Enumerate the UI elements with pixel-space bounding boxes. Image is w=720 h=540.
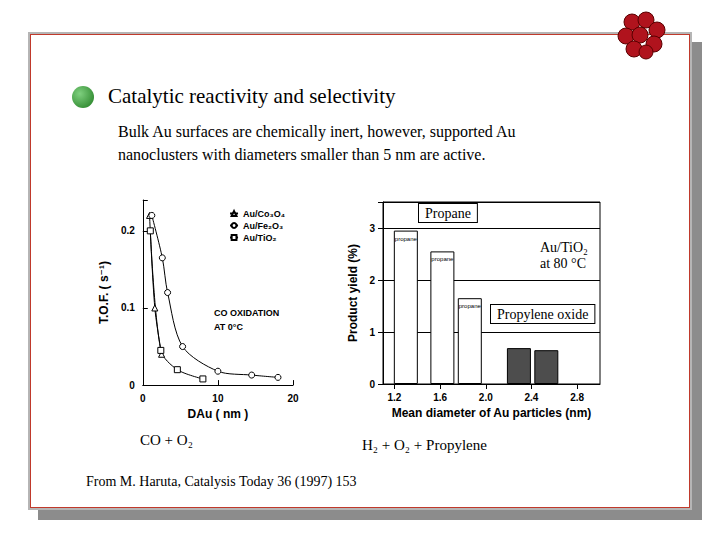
svg-text:Propane: Propane	[425, 206, 471, 221]
html-text:H₂ + O₂ + Propylene: H₂ + O₂ + Propylene	[362, 437, 487, 453]
svg-text:2.4: 2.4	[525, 392, 539, 403]
svg-text:Propylene oxide: Propylene oxide	[497, 307, 588, 322]
svg-text:AT 0°C: AT 0°C	[214, 322, 243, 332]
svg-text:at 80 °C: at 80 °C	[540, 256, 586, 271]
svg-text:2.0: 2.0	[479, 392, 493, 403]
svg-text:Au/Co₃O₄: Au/Co₃O₄	[243, 209, 285, 219]
svg-text:Au/TiO₂: Au/TiO₂	[243, 233, 276, 243]
svg-text:0: 0	[129, 380, 135, 391]
svg-text:propane: propane	[395, 236, 418, 242]
html-text:From M. Haruta, Catalysis Toda: From M. Haruta, Catalysis Today 36 (1997…	[86, 474, 357, 489]
svg-text:2: 2	[369, 275, 375, 286]
svg-text:1: 1	[369, 327, 375, 338]
svg-text:CO OXIDATION: CO OXIDATION	[214, 308, 279, 318]
svg-text:0.2: 0.2	[121, 225, 135, 236]
svg-text:2.8: 2.8	[570, 392, 584, 403]
svg-text:10: 10	[212, 393, 224, 404]
svg-text:propane: propane	[459, 303, 482, 309]
svg-text:Mean diameter of Au particles: Mean diameter of Au particles (nm)	[392, 406, 592, 420]
html-text:Catalytic reactivity and selec: Catalytic reactivity and selectivity	[108, 84, 396, 108]
svg-text:20: 20	[287, 393, 299, 404]
svg-text:1.6: 1.6	[433, 392, 447, 403]
svg-text:Au/TiO₂: Au/TiO₂	[540, 240, 588, 255]
svg-text:DAu ( nm ): DAu ( nm )	[188, 407, 249, 421]
html-text:CO + O₂: CO + O₂	[140, 432, 193, 448]
svg-text:Product yield (%): Product yield (%)	[346, 244, 360, 342]
html-text:Bulk Au surfaces are chemicall: Bulk Au surfaces are chemically inert, h…	[118, 123, 516, 163]
svg-text:3: 3	[369, 223, 375, 234]
svg-text:0: 0	[140, 393, 146, 404]
svg-text:propane: propane	[431, 256, 454, 262]
svg-text:1.2: 1.2	[387, 392, 401, 403]
svg-text:0: 0	[369, 379, 375, 390]
svg-text:0.1: 0.1	[121, 302, 135, 313]
svg-text:T.O.F. ( s⁻¹): T.O.F. ( s⁻¹)	[97, 261, 111, 324]
svg-text:Au/Fe₂O₃: Au/Fe₂O₃	[243, 221, 283, 231]
